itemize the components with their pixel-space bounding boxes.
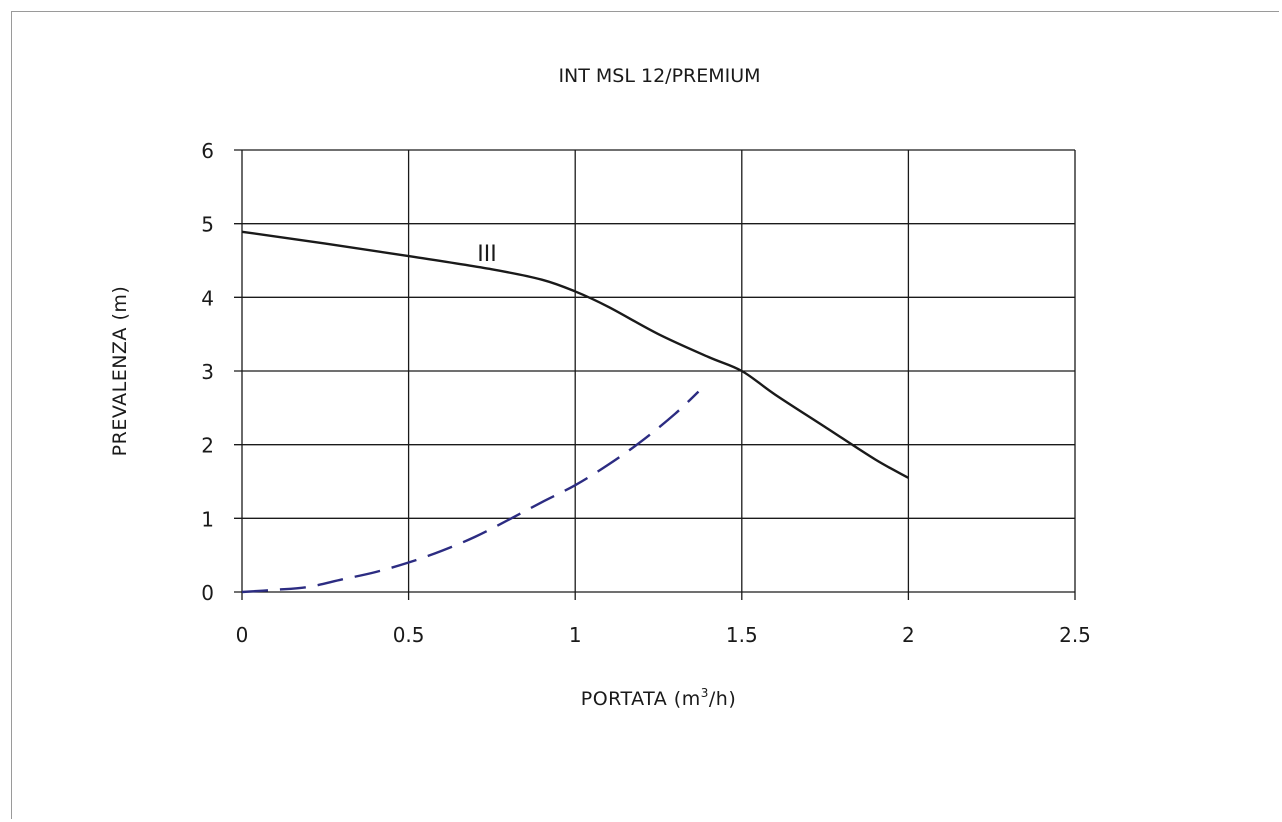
y-axis-ticks: 0 1 2 3 4 5 6 <box>201 139 214 605</box>
series-group <box>241 230 909 594</box>
y-tick-label: 6 <box>201 139 214 163</box>
x-axis-label-tail: /h) <box>709 688 736 710</box>
y-tick-label: 2 <box>201 434 214 458</box>
x-tick-label: 2 <box>902 623 915 647</box>
chart-title: INT MSL 12/PREMIUM <box>558 65 760 87</box>
x-axis-ticks: 0 0.5 1 1.5 2 2.5 <box>236 623 1091 647</box>
y-tick-label: 5 <box>201 213 214 237</box>
x-tick-label: 0.5 <box>393 623 425 647</box>
y-tick-label: 4 <box>201 286 214 310</box>
x-tick-label: 2.5 <box>1059 623 1091 647</box>
x-tick-label: 1.5 <box>726 623 758 647</box>
x-tick-label: 0 <box>236 623 249 647</box>
series-line-dashed <box>241 390 700 594</box>
annotations: III <box>477 242 496 267</box>
x-tick-label: 1 <box>569 623 582 647</box>
x-axis-label: PORTATA (m3/h) <box>581 686 736 710</box>
y-tick-label: 0 <box>201 581 214 605</box>
y-tick-label: 3 <box>201 360 214 384</box>
chart-frame <box>11 11 1279 819</box>
y-tick-label: 1 <box>201 507 214 531</box>
x-axis-label-superscript: 3 <box>701 686 709 700</box>
series-line-solid <box>241 230 909 479</box>
series-annotation-label: III <box>477 242 496 267</box>
x-axis-label-main: PORTATA (m <box>581 688 701 710</box>
grid <box>234 149 1076 600</box>
y-axis-label: PREVALENZA (m) <box>109 286 131 457</box>
